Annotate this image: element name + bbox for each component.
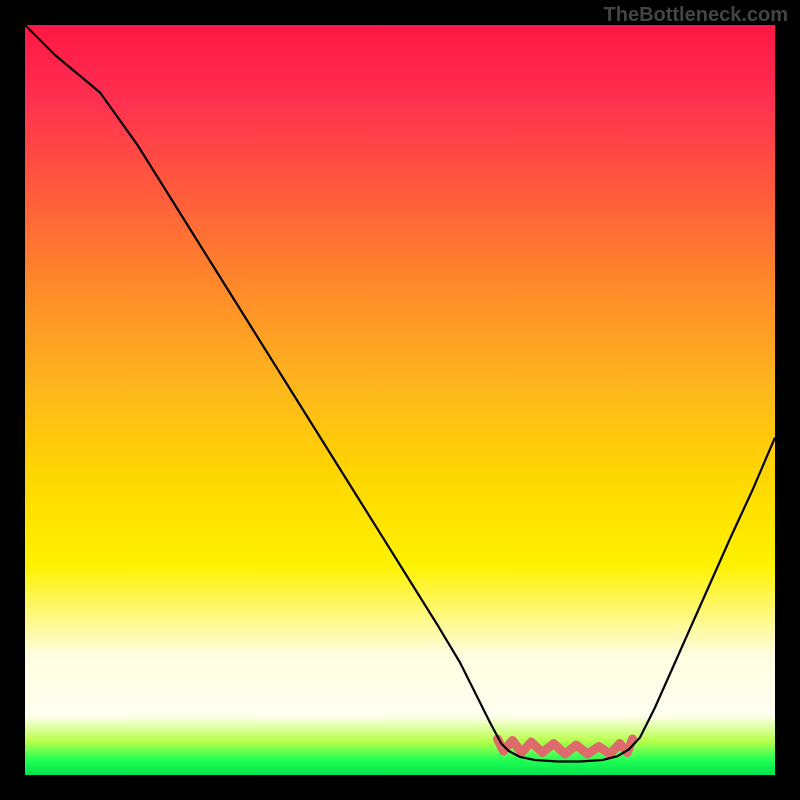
plot-area [25, 25, 775, 775]
highlight-squiggle [498, 739, 633, 754]
main-curve [25, 25, 775, 762]
watermark-text: TheBottleneck.com [604, 4, 788, 27]
curve-layer [25, 25, 775, 775]
